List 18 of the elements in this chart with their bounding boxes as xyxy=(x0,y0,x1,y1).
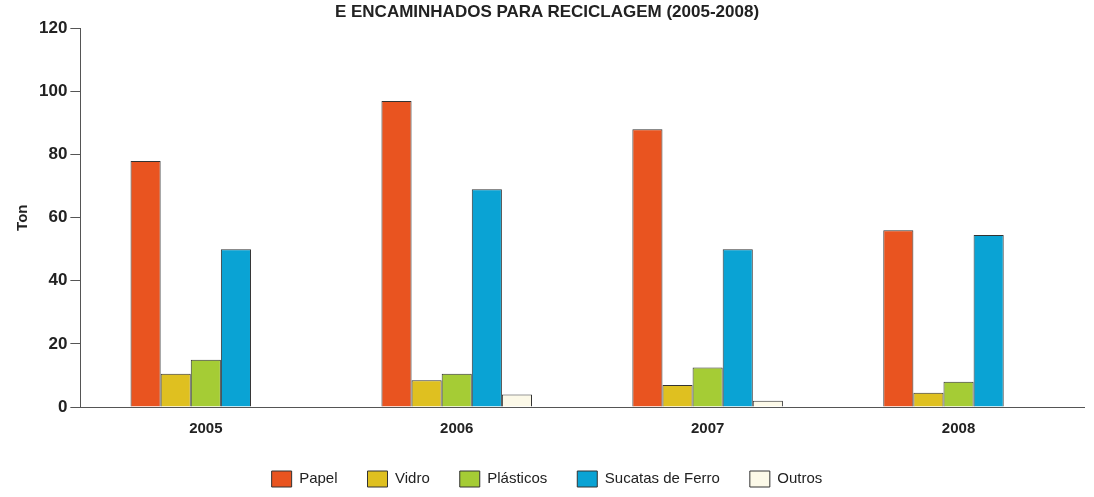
legend-label: Outros xyxy=(777,469,823,487)
y-tick-label: 120 xyxy=(38,18,68,38)
y-tick-label: 80 xyxy=(48,144,68,164)
y-tick-label: 60 xyxy=(48,207,68,227)
y-tick-label: 0 xyxy=(57,396,68,416)
y-tick-label: 40 xyxy=(48,270,68,290)
legend-label: Vidro xyxy=(395,469,430,487)
legend-label: Sucatas de Ferro xyxy=(604,469,720,487)
x-tick-label: 2006 xyxy=(440,419,474,437)
y-tick-label: 20 xyxy=(48,333,68,353)
x-tick-label: 2005 xyxy=(189,419,223,437)
x-tick-label: 2007 xyxy=(690,419,725,437)
chart-title: E ENCAMINHADOS PARA RECICLAGEM (2005-2008) xyxy=(334,1,760,21)
y-tick-label: 100 xyxy=(38,81,68,101)
legend-label: Papel xyxy=(299,469,338,487)
x-tick-label: 2008 xyxy=(941,419,976,437)
y-axis-title: Ton xyxy=(13,204,31,231)
legend-label: Plásticos xyxy=(487,469,548,487)
